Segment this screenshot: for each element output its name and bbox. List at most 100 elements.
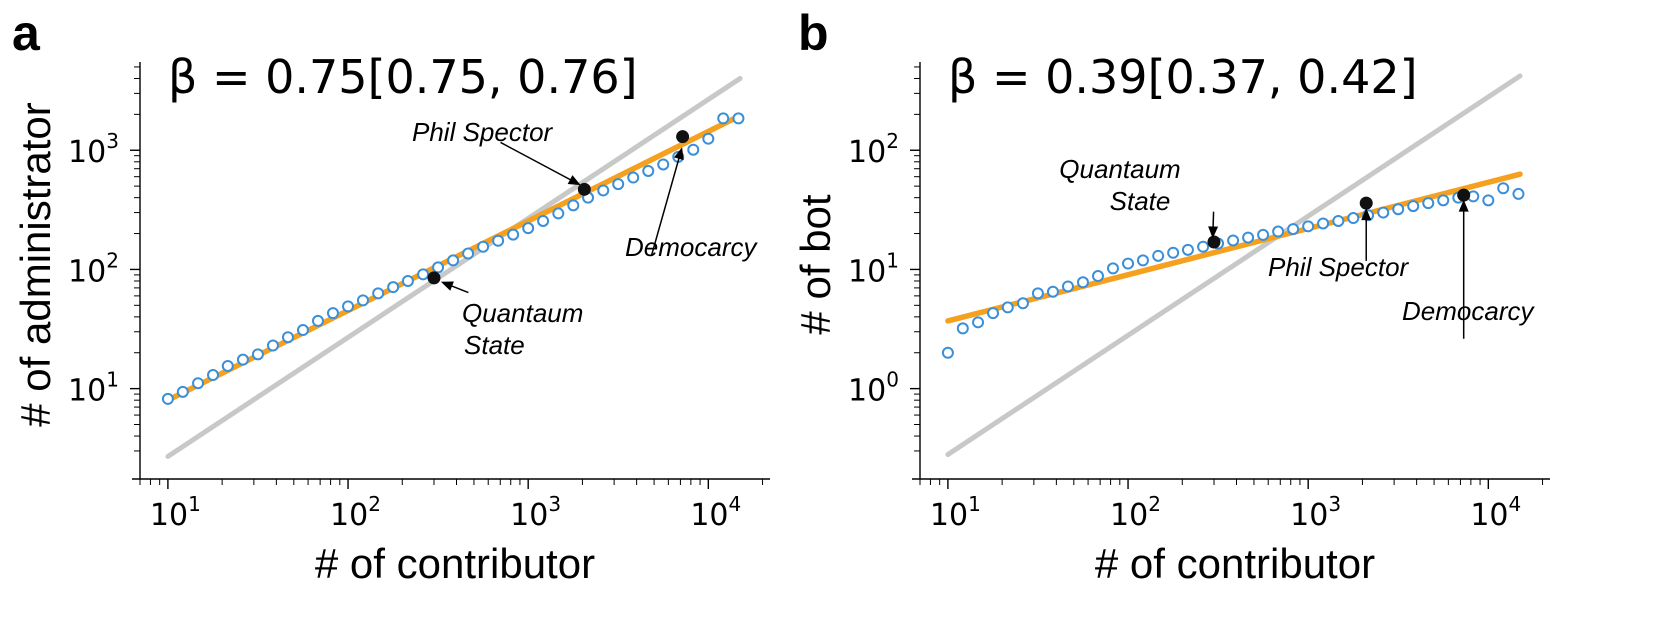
panel-a-x-axis-title: # of contributor [315,540,595,587]
panel-b-data-point [1257,228,1270,241]
panel-b-data-point [1167,246,1180,259]
panel-a-data-point [432,261,445,274]
panel-a-arrow-phil-spector [500,141,580,185]
panel-a-beta-annotation: β = 0.75[0.75, 0.76] [168,50,638,104]
panel-a-data-point [221,359,234,372]
panel-a-data-point [401,274,414,287]
panel-b-data-point [1347,212,1360,225]
panel-b-data-point [1242,231,1255,244]
panel-b-x-tick-label: 103 [1290,492,1341,533]
panel-a-data-point [492,234,505,247]
panel-b-y-tick-label: 102 [848,129,899,170]
panel-a-data-point [612,178,625,191]
panel-a-data-point [642,164,655,177]
panel-b-data-point [972,316,985,329]
panel-a-data-point [207,369,220,382]
panel-a-data-point [387,281,400,294]
panel-a-data-point [462,247,475,260]
panel-b-data-point [1031,287,1044,300]
panel-a-data-point [251,348,264,361]
panel-b-data-point [1152,249,1165,262]
panel-a-data-point [311,314,324,327]
panel-a-arrowhead-quantaum-state [440,281,454,291]
panel-b-highlight-democarcy [1457,188,1471,202]
panel-a-arrowhead-phil-spector [567,175,581,186]
panel-b-arrowhead-phil-spector [1361,208,1372,221]
panel-a-y-tick-label: 103 [68,129,119,170]
panel-b-highlight-phil-spector [1359,196,1373,210]
panel-a-data-point [176,385,189,398]
panel-b-data-point [1076,276,1089,289]
panel-a-data-point [687,143,700,156]
panel-b-data-point [1016,297,1029,310]
panel-b-label-phil-spector: Phil Spector [1268,252,1410,282]
panel-b-data-point [1197,240,1210,253]
panel-a-y-tick-label: 102 [68,248,119,289]
panel-b-data-point [1091,270,1104,283]
panel-a-label-phil-spector: Phil Spector [412,117,554,147]
panel-a-data-point [236,353,249,366]
panel-b-data-point [1136,254,1149,267]
panel-a-highlight-phil-spector [577,182,591,196]
panel-b-arrowhead-democarcy [1458,199,1469,212]
panel-b-data-point [1317,217,1330,230]
panel-a-chart: a β = 0.75[0.75, 0.76] 101 102 103 104 101 102 1… [12,5,770,587]
panel-b-data-point [1497,182,1510,195]
panel-a-arrowhead-democarcy [674,147,684,161]
panel-b-data-point [1001,301,1014,314]
panel-a-data-point [192,377,205,390]
panel-a-data-point [266,339,279,352]
panel-b-y-axis-title: # of bot [792,194,839,334]
panel-a-data-point [342,300,355,313]
panel-a-data-point [281,331,294,344]
panel-a-x-tick-label: 102 [330,492,381,533]
panel-b-data-point [1061,280,1074,293]
panel-a-arrow-democarcy [650,148,683,257]
panel-b-y-tick-label: 100 [848,368,899,409]
panel-b-data-point [1392,203,1405,216]
panel-b-chart: b β = 0.39[0.37, 0.42] 101 102 103 104 100 101 1… [792,5,1550,587]
panel-b-arrowhead-quantaum-state [1208,226,1219,239]
panel-b-reference-line [945,73,1523,458]
panel-b-data-point [1377,206,1390,219]
panel-b-data-point [1437,194,1450,207]
panel-b-beta-annotation: β = 0.39[0.37, 0.42] [948,50,1418,104]
panel-a-data-point [537,214,550,227]
panel-a-data-point [627,171,640,184]
panel-b-data-point [1272,225,1285,238]
panel-b-x-axis-title: # of contributor [1095,540,1375,587]
panel-a-data-point [356,294,369,307]
panel-b-data-point [1302,220,1315,233]
panel-b-letter: b [798,5,829,61]
panel-a-data-point [326,307,339,320]
panel-b-data-point [1422,197,1435,210]
panel-a-data-point [552,207,565,220]
panel-a-label-democarcy: Democarcy [625,232,758,262]
panel-b-data-point [1482,194,1495,207]
panel-a-highlight-quantaum-state [427,271,441,285]
panel-b-data-point [941,346,954,359]
panel-a-label-quantaum-state: Quantaum State [462,298,583,360]
panel-a-y-tick-label: 101 [68,368,119,409]
panel-b-label-democarcy: Democarcy [1402,296,1535,326]
panel-a-data-point [507,228,520,241]
panel-b-data-point [956,322,969,335]
panel-a-x-tick-label: 104 [690,492,741,533]
panel-b-data-point [1512,187,1525,200]
panel-a-letter: a [12,5,41,61]
panel-a-data-point [657,158,670,171]
panel-b-data-point [1181,243,1194,256]
panel-b-data-point [1046,285,1059,298]
panel-b-highlight-quantaum-state [1207,235,1221,249]
panel-a-data-point [522,222,535,235]
panel-a-x-tick-label: 101 [150,492,201,533]
panel-a-data-point [161,392,174,405]
panel-a-data-point [417,268,430,281]
panel-b-data-point [987,307,1000,320]
panel-b-x-tick-label: 101 [930,492,981,533]
panel-a-reference-line [165,75,743,459]
panel-b-x-tick-label: 104 [1470,492,1521,533]
panel-a-data-point [296,324,309,337]
